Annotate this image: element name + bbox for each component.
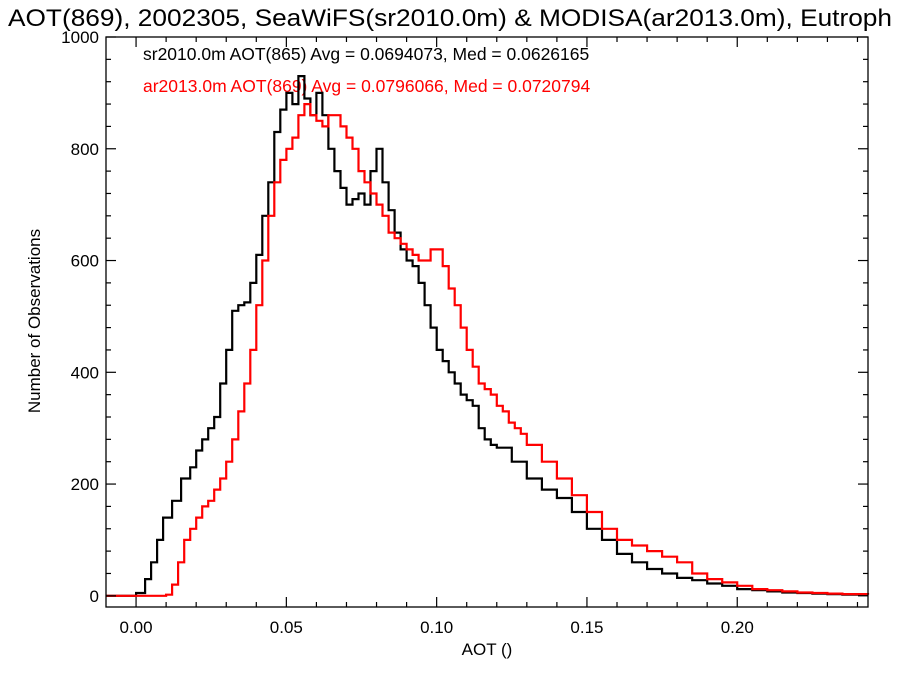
x-tick-label: 0.00 — [120, 618, 153, 637]
y-tick-label: 0 — [90, 587, 99, 606]
y-tick-label: 400 — [71, 363, 99, 382]
x-tick-label: 0.05 — [270, 618, 303, 637]
y-tick-label: 600 — [71, 252, 99, 271]
y-tick-label: 800 — [71, 140, 99, 159]
x-axis-label: AOT () — [462, 640, 513, 659]
y-tick-label: 1000 — [61, 28, 99, 47]
annotation-red-stats: ar2013.0m AOT(869) Avg = 0.0796066, Med … — [143, 76, 590, 96]
chart-title: AOT(869), 2002305, SeaWiFS(sr2010.0m) & … — [8, 5, 892, 32]
series-layer — [106, 75, 870, 597]
x-tick-label: 0.15 — [570, 618, 603, 637]
axes-layer: 0.00 0.05 0.10 0.15 0.20 0 200 400 600 800 1000 — [61, 28, 869, 637]
y-tick-label: 200 — [71, 475, 99, 494]
x-tick-label: 0.20 — [721, 618, 754, 637]
x-tick-label: 0.10 — [420, 618, 453, 637]
y-axis-label: Number of Observations — [25, 229, 44, 413]
annotation-black-stats: sr2010.0m AOT(865) Avg = 0.0694073, Med … — [143, 44, 589, 64]
series-line-black — [106, 75, 868, 597]
series-line-red — [106, 103, 870, 597]
plot-frame — [105, 36, 869, 608]
